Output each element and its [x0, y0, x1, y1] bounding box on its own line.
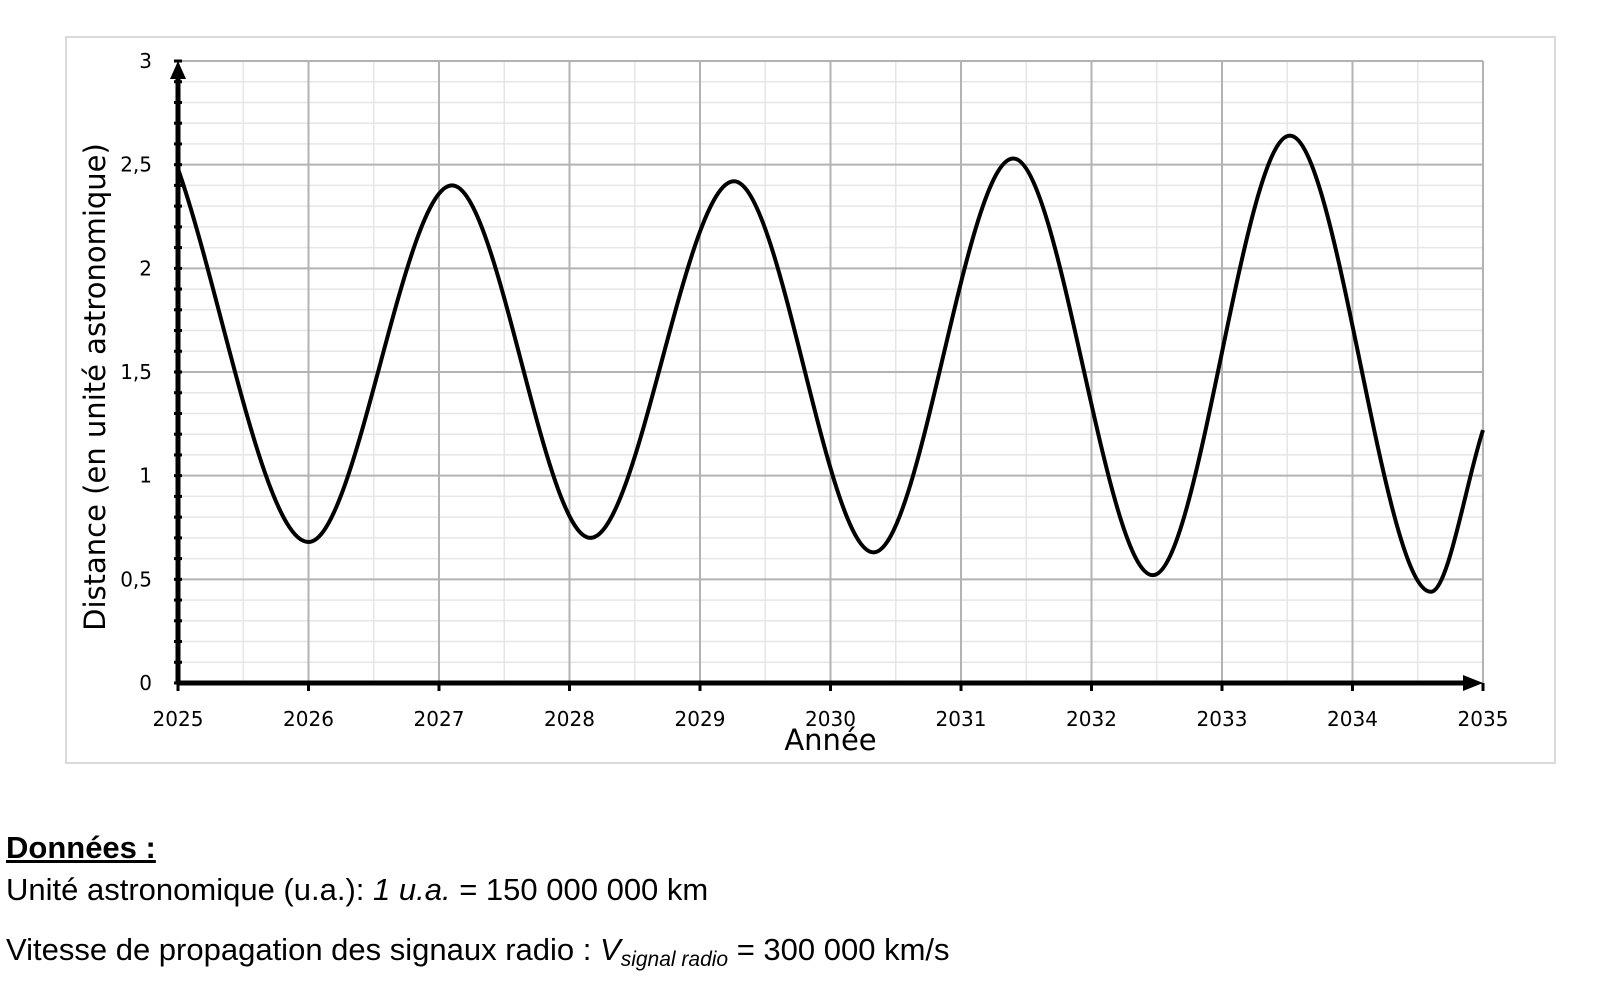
chart: 0 0,5 1 1,5 2 2,5 3 2025 2026 2027 2028 2029 2030 203…	[65, 36, 1556, 764]
note-text: = 150 000 000 km	[450, 872, 709, 907]
y-tick-label: 1,5	[120, 360, 152, 384]
y-tick-label: 2,5	[120, 153, 152, 177]
y-axis-label: Distance (en unité astronomique)	[78, 143, 112, 631]
note-line: Vitesse de propagation des signaux radio…	[6, 932, 950, 972]
x-tick-label: 2035	[1458, 707, 1509, 731]
note-text: Vitesse de propagation des signaux radio…	[6, 932, 600, 967]
note-text: 1 u.a.	[373, 872, 451, 907]
note-text: = 300 000 km/s	[728, 932, 950, 967]
note-line: Unité astronomique (u.a.): 1 u.a. = 150 …	[6, 872, 708, 908]
x-tick-label: 2030	[805, 707, 856, 731]
data-line	[176, 133, 1485, 594]
note-text: V	[600, 932, 621, 967]
y-axis-arrow	[170, 61, 186, 79]
x-tick-label: 2031	[936, 707, 987, 731]
y-tick-label: 0	[139, 671, 152, 695]
x-axis-label: Année	[784, 723, 876, 757]
y-tick-label: 2	[139, 256, 152, 280]
x-tick-label: 2028	[544, 707, 595, 731]
x-tick-label: 2025	[153, 707, 204, 731]
x-tick-label: 2033	[1197, 707, 1248, 731]
x-tick-label: 2026	[283, 707, 334, 731]
x-tick-label: 2029	[675, 707, 726, 731]
y-tick-label: 3	[139, 49, 152, 73]
x-axis-arrow	[1463, 675, 1483, 691]
notes-heading: Données :	[6, 830, 156, 865]
x-tick-label: 2034	[1327, 707, 1378, 731]
y-tick-label: 0,5	[120, 567, 152, 591]
note-subscript: signal radio	[620, 948, 729, 971]
note-text: Unité astronomique (u.a.):	[6, 872, 374, 907]
x-tick-label: 2032	[1066, 707, 1117, 731]
y-tick-label: 1	[139, 464, 152, 488]
x-tick-label: 2027	[414, 707, 465, 731]
